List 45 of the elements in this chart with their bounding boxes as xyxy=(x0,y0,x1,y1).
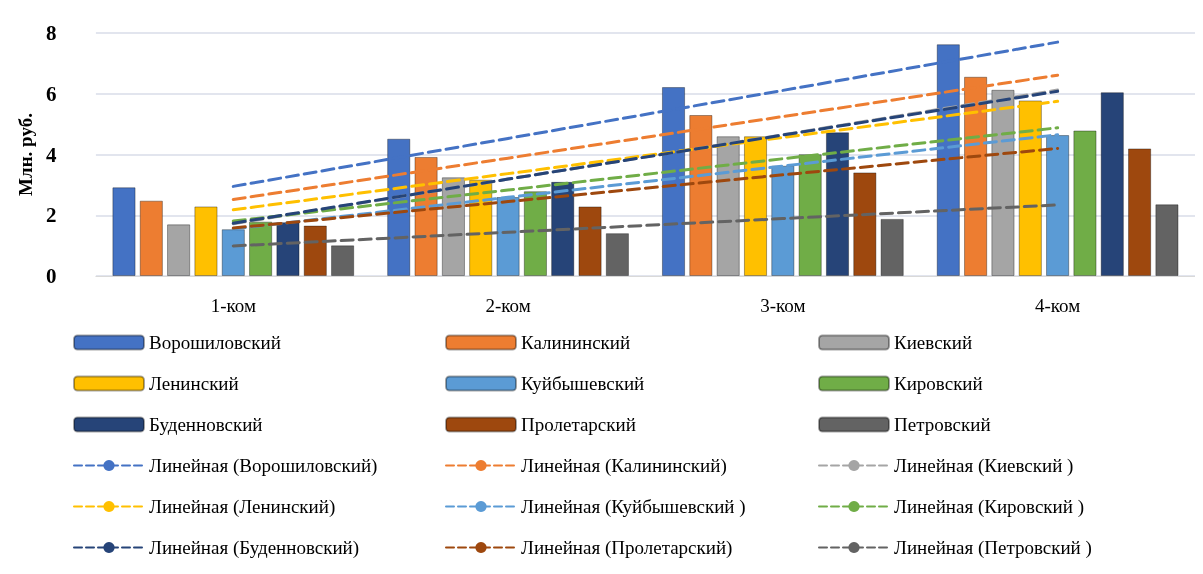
legend-label: Линейная (Ленинский) xyxy=(149,496,336,518)
y-axis-title: Млн. руб. xyxy=(15,113,36,196)
legend-label: Киевский xyxy=(894,332,973,353)
legend-label: Буденновский xyxy=(149,414,263,435)
legend-label: Ворошиловский xyxy=(149,332,281,353)
x-tick-label: 2-ком xyxy=(485,295,531,316)
y-tick-label: 0 xyxy=(45,264,57,288)
legend-label: Куйбышевский xyxy=(521,373,645,394)
x-tick-label: 1-ком xyxy=(210,295,256,316)
bar xyxy=(1073,130,1097,276)
legend-label: Линейная (Буденновский) xyxy=(149,537,360,559)
bar xyxy=(303,225,327,276)
x-tick-label: 4-ком xyxy=(1034,295,1081,316)
bar xyxy=(112,187,136,276)
bar xyxy=(139,200,163,276)
legend-label: Пролетарский xyxy=(521,414,636,435)
y-tick-label: 2 xyxy=(45,203,57,228)
legend-label: Линейная (Кировский ) xyxy=(894,496,1085,518)
legend-label: Линейная (Петровский ) xyxy=(894,537,1092,559)
bar xyxy=(1128,148,1152,276)
bar xyxy=(249,221,273,276)
bar xyxy=(825,132,850,276)
y-tick-label: 4 xyxy=(45,142,57,167)
bar xyxy=(605,233,629,276)
legend-label: Кировский xyxy=(894,373,983,394)
bar xyxy=(331,245,355,276)
y-tick-label: 8 xyxy=(45,21,57,45)
bar xyxy=(853,172,877,276)
bar xyxy=(578,206,602,276)
legend-label: Ленинский xyxy=(149,373,239,394)
bar xyxy=(1100,92,1124,276)
y-tick-label: 6 xyxy=(45,81,57,106)
legend-label: Линейная (Ворошиловский) xyxy=(149,455,378,477)
bar xyxy=(276,222,300,276)
bar xyxy=(167,224,191,276)
x-tick-label: 3-ком xyxy=(760,295,806,316)
legend-label: Линейная (Киевский ) xyxy=(894,455,1074,477)
bar xyxy=(1155,204,1179,276)
legend-label: Линейная (Куйбышевский ) xyxy=(521,496,746,518)
legend-label: Линейная (Пролетарский) xyxy=(521,537,733,559)
legend-label: Линейная (Калининский) xyxy=(521,455,727,477)
bar xyxy=(194,206,218,276)
bar xyxy=(880,218,904,276)
legend-label: Калининский xyxy=(521,332,631,353)
legend-label: Петровский xyxy=(894,414,991,435)
